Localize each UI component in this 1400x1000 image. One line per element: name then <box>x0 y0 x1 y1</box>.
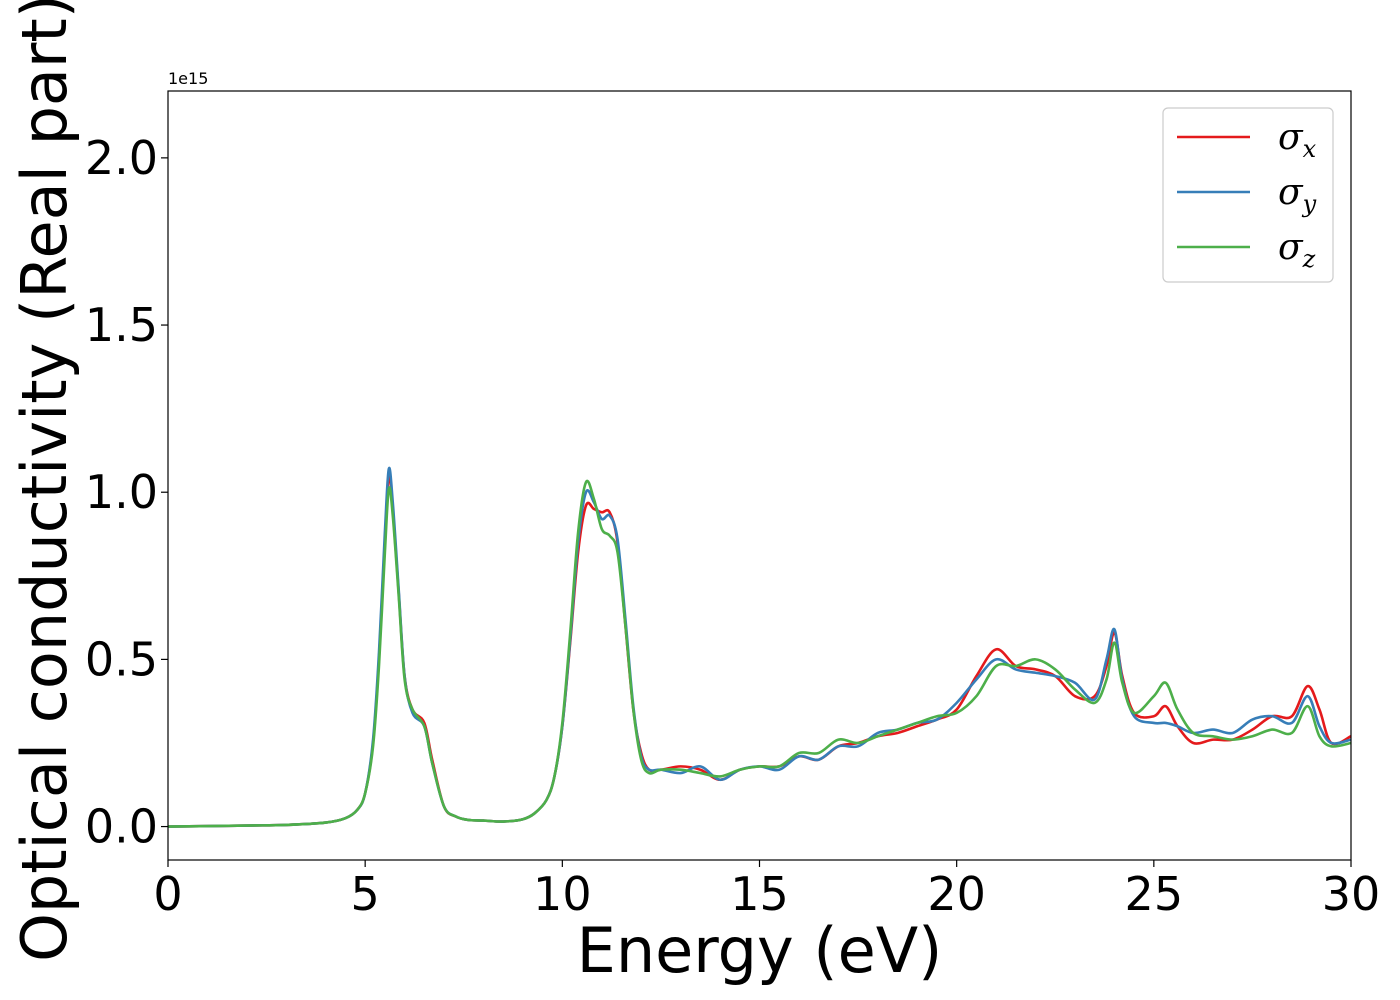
x-axis-ticks: 0 5 10 15 20 25 30 <box>153 860 1380 921</box>
legend-sigma: σ <box>1278 172 1304 213</box>
legend-sigma: σ <box>1278 117 1304 158</box>
plot-area-background <box>168 91 1351 860</box>
x-tick-label: 20 <box>927 867 986 921</box>
x-axis-label: Energy (eV) <box>577 914 943 987</box>
x-tick-label: 10 <box>533 867 592 921</box>
y-tick-label: 1.0 <box>85 465 158 519</box>
x-tick-label: 15 <box>730 867 789 921</box>
y-tick-label: 1.5 <box>85 298 158 352</box>
series-lines <box>167 466 1352 828</box>
y-axis-ticks: 0.0 0.5 1.0 1.5 2.0 <box>85 131 168 854</box>
y-axis-label: Optical conductivity (Real part) <box>8 0 81 962</box>
legend-label-y: σy <box>1278 172 1317 218</box>
y-tick-label: 2.0 <box>85 131 158 185</box>
legend-subscript: x <box>1303 135 1317 163</box>
x-tick-label: 30 <box>1322 867 1381 921</box>
y-offset-label: 1e15 <box>168 69 208 88</box>
legend-label-x: σx <box>1278 117 1317 163</box>
legend-subscript: z <box>1302 245 1316 273</box>
y-tick-label: 0.0 <box>85 800 158 854</box>
legend-subscript: y <box>1302 190 1317 218</box>
x-tick-label: 25 <box>1125 867 1184 921</box>
x-tick-label: 0 <box>153 867 182 921</box>
legend-sigma: σ <box>1278 227 1304 268</box>
legend-box <box>1162 107 1334 283</box>
x-tick-label: 5 <box>351 867 380 921</box>
series-line-z <box>167 479 1352 828</box>
y-tick-label: 0.5 <box>85 632 158 686</box>
legend-label-z: σz <box>1278 227 1316 273</box>
